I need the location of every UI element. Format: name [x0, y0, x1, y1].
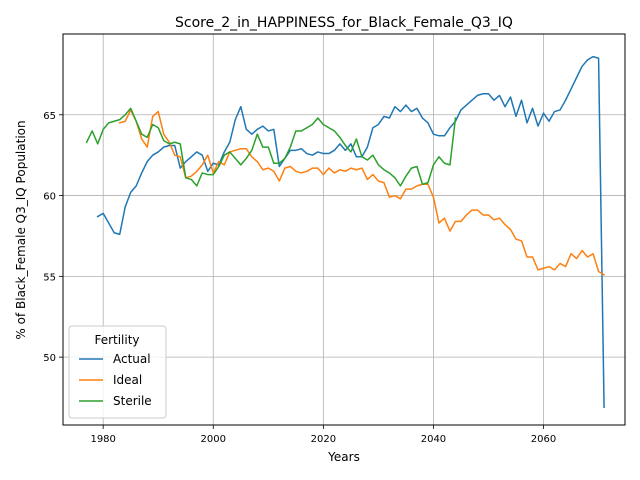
legend-label-sterile: Sterile: [113, 394, 152, 408]
y-axis-label: % of Black_Female Q3_IQ Population: [14, 120, 28, 339]
x-tick-label: 2060: [531, 434, 556, 445]
legend-label-actual: Actual: [113, 352, 151, 366]
x-tick-label: 2040: [421, 434, 446, 445]
legend-label-ideal: Ideal: [113, 373, 142, 387]
y-tick-label: 60: [43, 192, 56, 203]
x-axis-label: Years: [327, 450, 360, 464]
x-tick-label: 2020: [311, 434, 336, 445]
legend-box: [68, 325, 167, 419]
legend-title: Fertility: [94, 333, 139, 347]
y-tick-label: 50: [43, 353, 56, 364]
plot-frame: [62, 33, 626, 426]
chart-title: Score_2_in_HAPPINESS_for_Black_Female_Q3…: [175, 15, 513, 31]
plot-lines: [85, 55, 606, 408]
y-tick-label: 55: [43, 272, 56, 283]
y-tick-label: 65: [43, 111, 56, 122]
legend: Fertility Actual Ideal Sterile: [68, 325, 167, 419]
series-line-sterile: [85, 107, 457, 187]
axis-ticks: 1980 2000 2020 2040 2060 50 55 60 65: [43, 111, 556, 445]
series-line-ideal: [118, 109, 606, 276]
x-tick-label: 1980: [90, 434, 115, 445]
x-tick-label: 2000: [201, 434, 226, 445]
grid: [63, 34, 625, 425]
